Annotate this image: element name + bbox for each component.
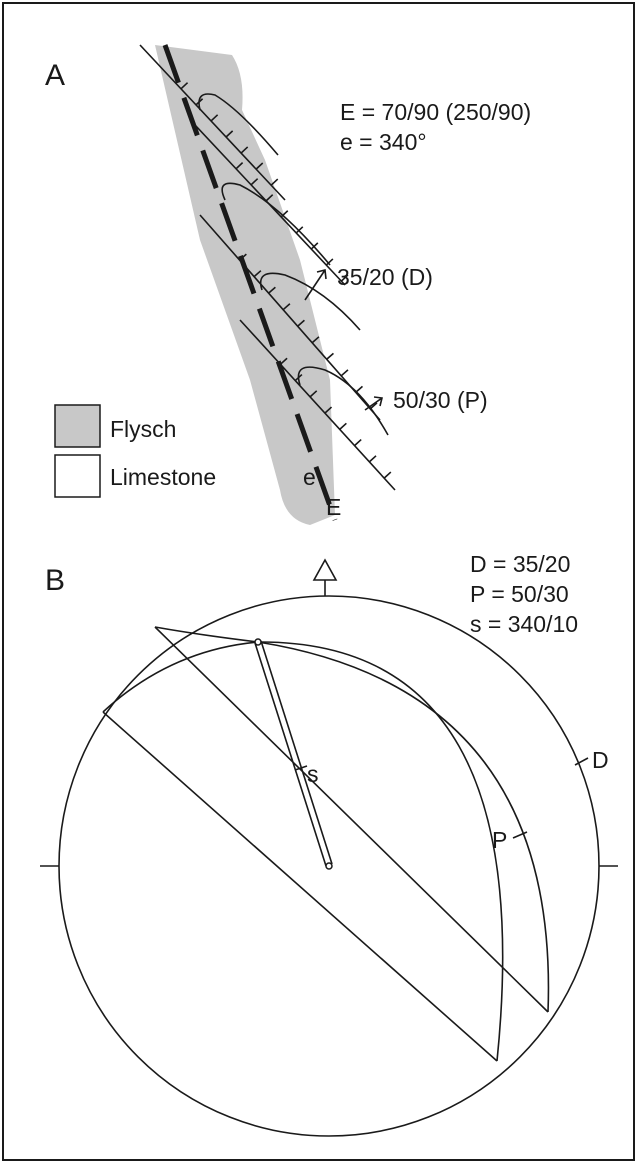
plane-label: s: [307, 761, 319, 787]
legend-swatch: [55, 405, 100, 447]
arrow-label: 50/30 (P): [393, 387, 488, 413]
tick: [369, 456, 376, 462]
stereonet: [40, 560, 618, 1136]
plane-label: D: [592, 747, 609, 773]
annotation: P = 50/30: [470, 581, 569, 607]
fault-e: [165, 45, 335, 520]
tick: [327, 353, 334, 359]
fault-label: E: [326, 494, 341, 520]
legend-swatch: [55, 455, 100, 497]
figure: A E = 70/90 (250/90) e = 340° 35/20 (D) …: [0, 0, 638, 1164]
tick: [341, 370, 348, 376]
tick: [384, 472, 391, 478]
panel-label: B: [45, 564, 65, 597]
legend-label: Limestone: [110, 464, 216, 490]
annotation: D = 35/20: [470, 551, 570, 577]
panel-label: A: [45, 59, 65, 92]
fault-label: e: [303, 464, 316, 490]
annotation: e = 340°: [340, 129, 427, 155]
annotation: s = 340/10: [470, 611, 578, 637]
tick: [355, 440, 362, 446]
plane-label: P: [492, 827, 507, 853]
annotation: E = 70/90 (250/90): [340, 99, 531, 125]
legend-label: Flysch: [110, 416, 176, 442]
tick: [340, 423, 347, 429]
flysch-body: [155, 45, 335, 525]
arrow-label: 35/20 (D): [337, 264, 433, 290]
